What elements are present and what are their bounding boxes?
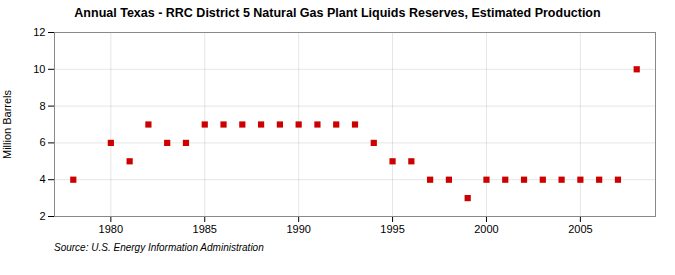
svg-text:1980: 1980 [99,223,123,235]
svg-text:12: 12 [33,26,45,38]
svg-text:Million Barrels: Million Barrels [1,89,13,159]
html-text:Source: U.S. Energy Informatio: Source: U.S. Energy Information Administ… [54,242,264,253]
svg-text:1985: 1985 [193,223,217,235]
svg-text:1995: 1995 [380,223,404,235]
svg-text:8: 8 [39,100,45,112]
svg-text:6: 6 [39,136,45,148]
svg-text:2005: 2005 [568,223,592,235]
svg-text:1990: 1990 [286,223,310,235]
svg-text:2000: 2000 [474,223,498,235]
svg-text:2: 2 [39,210,45,222]
html-text:Annual Texas - RRC District 5: Annual Texas - RRC District 5 Natural Ga… [74,6,601,20]
svg-text:4: 4 [39,173,45,185]
svg-text:10: 10 [33,63,45,75]
